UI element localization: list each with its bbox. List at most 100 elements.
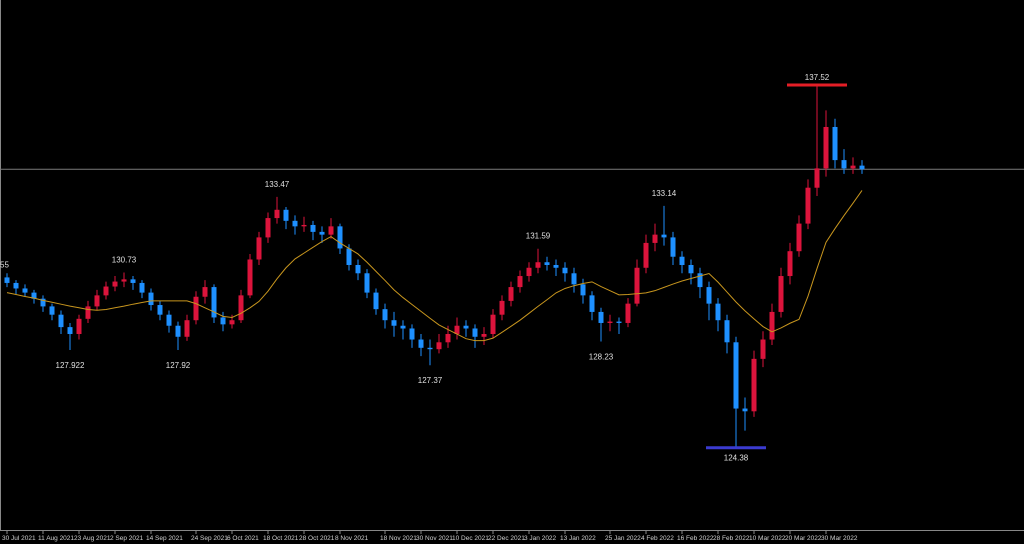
candle-body	[175, 325, 181, 337]
candle-body	[445, 334, 451, 343]
candle-body	[400, 325, 406, 329]
candle-body	[310, 224, 316, 232]
candle-body	[13, 282, 19, 289]
candle-body	[517, 276, 523, 288]
candle-body	[562, 267, 568, 274]
candle-body	[409, 328, 415, 340]
candle-body	[391, 320, 397, 326]
candle-body	[337, 226, 343, 249]
candle-body	[22, 288, 28, 293]
extreme-label: 130.73	[112, 255, 137, 264]
candle-body	[157, 305, 163, 315]
candle-body	[274, 209, 280, 219]
candle-body	[292, 220, 298, 227]
x-tick-label: 3 Jan 2022	[524, 535, 557, 542]
candle-body	[166, 314, 172, 326]
candle-body	[238, 295, 244, 321]
x-tick-label: 18 Nov 2021	[380, 535, 417, 542]
candle-body	[652, 234, 658, 243]
x-tick-label: 8 Nov 2021	[335, 535, 369, 542]
candle-body	[589, 295, 595, 312]
x-tick-label: 10 Dec 2021	[452, 535, 489, 542]
candle-body	[841, 160, 847, 169]
candle-body	[580, 284, 586, 296]
candle-body	[436, 342, 442, 350]
candle-body	[679, 256, 685, 265]
candle-body	[814, 168, 820, 188]
candle-body	[346, 248, 352, 265]
extreme-label: 131.59	[526, 232, 551, 241]
candle-body	[85, 306, 91, 319]
x-tick-label: 18 Oct 2021	[263, 535, 299, 542]
candle-body	[526, 267, 532, 277]
extreme-label: 137.52	[805, 73, 830, 82]
candle-body	[634, 267, 640, 304]
x-tick-label: 30 Jul 2021	[2, 535, 36, 542]
candle-body	[58, 314, 64, 328]
candle-body	[778, 276, 784, 312]
candle-body	[481, 334, 487, 337]
candle-body	[571, 273, 577, 285]
candle-body	[328, 226, 334, 235]
candle-body	[715, 303, 721, 321]
candle-body	[598, 311, 604, 323]
x-tick-label: 25 Jan 2022	[605, 535, 641, 542]
candle-body	[688, 265, 694, 274]
candle-body	[202, 287, 208, 297]
candle-body	[382, 309, 388, 321]
candle-body	[760, 339, 766, 359]
candle-body	[247, 259, 253, 296]
extreme-label: 133.47	[265, 180, 290, 189]
x-tick-label: 30 Mar 2022	[821, 535, 858, 542]
candle-body	[211, 287, 217, 318]
candle-body	[751, 358, 757, 412]
candle-body	[490, 314, 496, 335]
x-tick-label: 28 Feb 2022	[713, 535, 750, 542]
candle-body	[661, 234, 667, 238]
extreme-label: 133.14	[652, 189, 677, 198]
x-tick-label: 28 Oct 2021	[299, 535, 335, 542]
candle-body	[364, 273, 370, 293]
candle-body	[139, 282, 145, 293]
candle-body	[508, 287, 514, 301]
candle-body	[112, 281, 118, 287]
candle-body	[499, 300, 505, 315]
x-tick-label: 23 Aug 2021	[74, 535, 111, 542]
candle-body	[706, 287, 712, 304]
candle-body	[67, 327, 73, 335]
candle-body	[553, 265, 559, 268]
candle-body	[535, 262, 541, 268]
candle-body	[472, 328, 478, 337]
candle-body	[373, 292, 379, 310]
candle-body	[859, 165, 865, 170]
extreme-label: 127.37	[418, 376, 443, 385]
candle-body	[643, 242, 649, 268]
candle-body	[850, 165, 856, 169]
candle-body	[796, 223, 802, 252]
x-tick-label: 2 Sep 2021	[110, 535, 144, 542]
candle-body	[193, 296, 199, 321]
candle-body	[256, 237, 262, 260]
candle-body	[544, 262, 550, 265]
candle-body	[184, 320, 190, 337]
candle-body	[4, 277, 10, 283]
candle-body	[220, 317, 226, 325]
x-tick-label: 4 Feb 2022	[641, 535, 674, 542]
candle-body	[697, 273, 703, 288]
extreme-label: 127.92	[166, 361, 191, 370]
x-tick-label: 13 Jan 2022	[560, 535, 596, 542]
candle-body	[625, 303, 631, 323]
candle-body	[355, 265, 361, 274]
candle-body	[49, 306, 55, 315]
x-tick-label: 22 Dec 2021	[488, 535, 525, 542]
candle-body	[76, 318, 82, 335]
candle-body	[616, 321, 622, 323]
candle-body	[454, 325, 460, 335]
x-tick-label: 24 Sep 2021	[191, 535, 228, 542]
candle-body	[301, 224, 307, 227]
extreme-label: 128.23	[589, 352, 614, 361]
x-tick-label: 14 Sep 2021	[146, 535, 183, 542]
candle-body	[427, 347, 433, 350]
